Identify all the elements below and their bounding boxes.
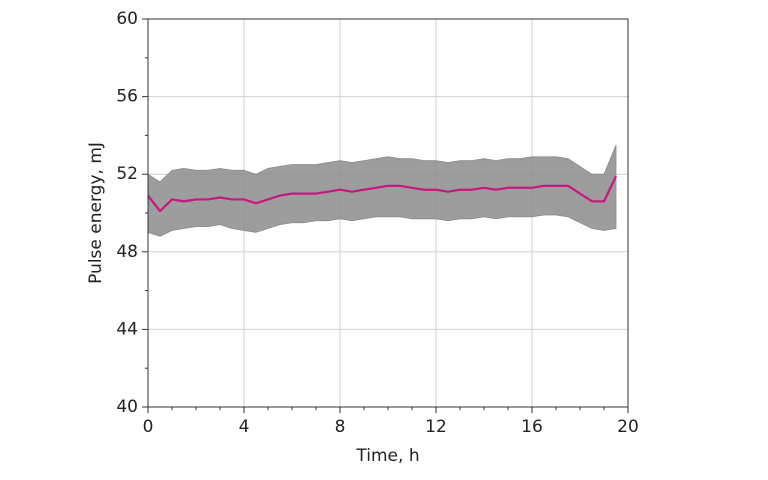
y-tick-label: 56 <box>116 87 138 107</box>
y-tick-label: 44 <box>116 319 138 339</box>
x-axis-label: Time, h <box>355 446 419 466</box>
y-tick-label: 48 <box>116 242 138 262</box>
x-tick-label: 8 <box>335 417 346 437</box>
y-tick-label: 52 <box>116 164 138 184</box>
y-tick-label: 60 <box>116 9 138 29</box>
x-tick-label: 0 <box>143 417 154 437</box>
y-axis-label: Pulse energy, mJ <box>86 142 106 284</box>
x-tick-label: 4 <box>239 417 250 437</box>
x-tick-label: 12 <box>425 417 447 437</box>
x-tick-label: 16 <box>521 417 543 437</box>
x-tick-label: 20 <box>617 417 639 437</box>
noise-band <box>147 144 617 237</box>
plot-frame <box>147 18 629 408</box>
mean-line <box>147 175 617 213</box>
y-tick-label: 40 <box>116 397 138 417</box>
